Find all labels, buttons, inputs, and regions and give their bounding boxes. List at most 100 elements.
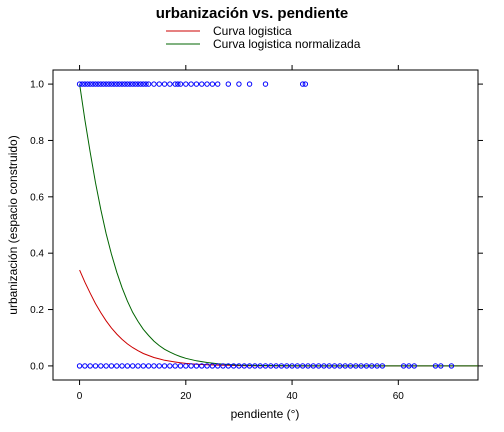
data-point-y0 [145, 363, 152, 369]
data-point-y1 [236, 81, 242, 87]
data-point-y0 [305, 363, 311, 369]
data-point-y0 [156, 363, 162, 369]
data-point-y0 [379, 363, 386, 369]
data-point-y1 [116, 81, 123, 87]
data-point-y0 [199, 363, 205, 369]
data-point-y1 [135, 81, 141, 87]
data-point-y0 [98, 363, 104, 369]
data-point-y0 [438, 363, 444, 369]
data-point-y0 [193, 363, 200, 369]
data-point-y0 [129, 363, 136, 369]
data-point-y0 [140, 363, 147, 369]
data-point-y0 [432, 363, 439, 369]
data-point-y1 [87, 81, 93, 87]
data-point-y1 [90, 81, 96, 87]
data-point-y0 [103, 363, 109, 369]
data-point-y0 [268, 363, 274, 369]
data-point-y0 [209, 363, 216, 369]
data-point-y0 [220, 363, 226, 369]
y-tick-label: 0.0 [30, 361, 44, 372]
data-point-y1 [84, 81, 91, 87]
data-points [76, 81, 455, 369]
y-tick-label: 0.4 [30, 249, 44, 260]
data-point-y1 [167, 81, 173, 87]
data-point-y1 [156, 81, 162, 87]
data-point-y0 [331, 363, 338, 369]
data-point-y0 [289, 363, 295, 369]
data-point-y1 [143, 81, 149, 87]
data-point-y0 [241, 363, 247, 369]
data-point-y0 [114, 363, 120, 369]
data-point-y0 [76, 363, 83, 369]
data-point-y0 [124, 363, 131, 369]
data-point-y0 [321, 363, 327, 369]
data-point-y0 [358, 363, 364, 369]
data-point-y1 [175, 81, 181, 87]
legend-label-curva-logistica: Curva logistica [213, 24, 292, 38]
data-point-y0 [315, 363, 322, 369]
data-point-y0 [406, 363, 412, 369]
data-point-y1 [92, 81, 99, 87]
data-point-y0 [374, 363, 380, 369]
data-point-y1 [199, 81, 205, 87]
series-line [79, 269, 478, 367]
data-point-y1 [127, 81, 133, 87]
data-point-y1 [132, 81, 139, 87]
data-point-y0 [310, 363, 317, 369]
data-point-y0 [278, 363, 285, 369]
data-point-y0 [236, 363, 242, 369]
data-point-y0 [161, 363, 168, 369]
data-point-y0 [326, 363, 332, 369]
data-point-y0 [353, 363, 359, 369]
x-tick-label: 0 [77, 391, 83, 402]
y-tick-label: 1.0 [30, 80, 44, 91]
legend: Curva logistica Curva logistica normaliz… [166, 24, 361, 51]
data-point-y1 [193, 81, 200, 87]
data-point-y0 [284, 363, 290, 369]
data-point-y0 [172, 363, 178, 369]
data-point-y0 [337, 363, 343, 369]
data-point-y0 [299, 363, 306, 369]
data-point-y1 [299, 81, 306, 87]
data-point-y0 [257, 363, 263, 369]
data-point-y1 [145, 81, 152, 87]
x-tick-label: 60 [393, 391, 405, 402]
data-point-y0 [369, 363, 375, 369]
data-point-y1 [246, 81, 253, 87]
data-point-y1 [209, 81, 216, 87]
data-point-y1 [214, 81, 221, 87]
data-point-y1 [140, 81, 147, 87]
data-point-y1 [119, 81, 125, 87]
data-point-y0 [151, 363, 157, 369]
data-point-y1 [100, 81, 107, 87]
data-point-y0 [363, 363, 370, 369]
data-point-y1 [106, 81, 112, 87]
data-point-y1 [188, 81, 194, 87]
data-point-y1 [76, 81, 83, 87]
data-point-y1 [177, 81, 184, 87]
data-point-y1 [183, 81, 189, 87]
data-point-y1 [122, 81, 128, 87]
data-point-y1 [79, 81, 85, 87]
y-tick-label: 0.2 [30, 305, 44, 316]
x-axis-label: pendiente (°) [231, 407, 300, 421]
data-point-y0 [342, 363, 348, 369]
legend-label-curva-logistica-normalizada: Curva logistica normalizada [213, 37, 361, 51]
data-point-y0 [204, 363, 210, 369]
data-point-y0 [92, 363, 99, 369]
series-line [79, 84, 478, 367]
data-point-y0 [214, 363, 221, 369]
data-point-y1 [161, 81, 168, 87]
data-point-y0 [347, 363, 354, 369]
data-point-y0 [225, 363, 232, 369]
data-point-y0 [273, 363, 279, 369]
data-point-y0 [411, 363, 417, 369]
axis-ticks [48, 65, 483, 385]
data-point-y0 [135, 363, 141, 369]
series-lines [79, 84, 478, 367]
data-point-y0 [108, 363, 115, 369]
data-point-y0 [188, 363, 194, 369]
data-point-y1 [103, 81, 109, 87]
data-point-y1 [137, 81, 144, 87]
